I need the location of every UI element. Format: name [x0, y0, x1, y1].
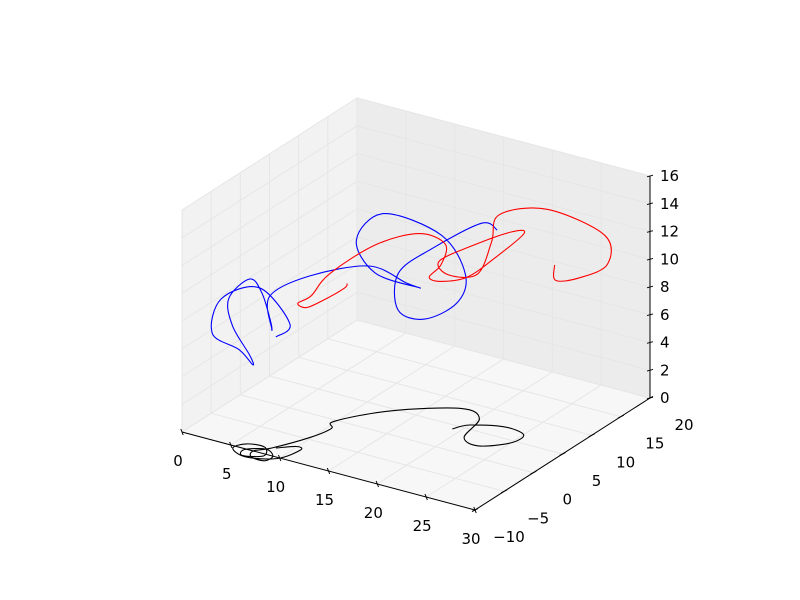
y-tick: [530, 470, 537, 475]
x-tick: [375, 480, 379, 488]
y-tick-label: −10: [493, 528, 525, 546]
z-tick-label: 2: [660, 361, 670, 379]
z-tick-label: 16: [660, 167, 679, 185]
series-line-2: [297, 207, 612, 309]
z-gridline: [181, 291, 651, 405]
x-tick-label: 25: [413, 517, 432, 535]
z-tick: [646, 396, 654, 400]
z-tick: [646, 313, 654, 317]
z-gridline: [181, 125, 651, 239]
z-tick: [646, 230, 654, 233]
y-tick-label: 15: [645, 435, 664, 453]
z-tick-label: 10: [660, 250, 679, 268]
y-tick-label: 10: [616, 453, 635, 471]
x-tick: [229, 441, 233, 449]
y-tick-label: −5: [527, 509, 549, 527]
z-tick-label: 4: [660, 334, 670, 352]
z-gridline: [181, 97, 651, 211]
z-tick: [646, 174, 654, 178]
z-tick: [646, 368, 654, 372]
x-tick-label: 10: [266, 478, 285, 496]
series-line-1: [210, 213, 498, 366]
y-tick-label: 5: [592, 472, 602, 490]
z-gridline: [181, 152, 651, 266]
z-gridline: [181, 319, 651, 433]
series-line-0: [232, 407, 525, 462]
x-tick: [424, 493, 428, 501]
x-tick-label: 30: [461, 530, 480, 548]
y-tick-label: 20: [674, 416, 693, 434]
x-tick-label: 0: [173, 452, 183, 470]
z-tick-label: 12: [660, 223, 679, 241]
chart-series: [210, 207, 612, 462]
y-tick: [471, 508, 479, 512]
z-gridline: [181, 180, 651, 294]
x-tick-label: 15: [315, 491, 334, 509]
x-tick-label: 20: [364, 504, 383, 522]
y-tick: [500, 489, 508, 494]
y-tick: [588, 433, 595, 438]
z-tick: [646, 285, 654, 289]
z-gridline: [181, 208, 651, 322]
z-tick-label: 8: [660, 278, 670, 296]
z-gridline: [181, 263, 651, 377]
y-tick-label: 0: [563, 491, 573, 509]
x-tick: [326, 467, 331, 475]
z-tick-label: 0: [660, 389, 670, 407]
x-tick-label: 5: [222, 465, 232, 483]
y-tick: [559, 452, 566, 456]
z-tick-label: 6: [660, 306, 670, 324]
x-tick: [180, 428, 184, 436]
z-tick: [646, 257, 654, 261]
z-tick: [646, 341, 654, 344]
z-tick: [646, 202, 654, 206]
y-tick: [617, 414, 625, 419]
z-tick-label: 14: [660, 195, 679, 213]
